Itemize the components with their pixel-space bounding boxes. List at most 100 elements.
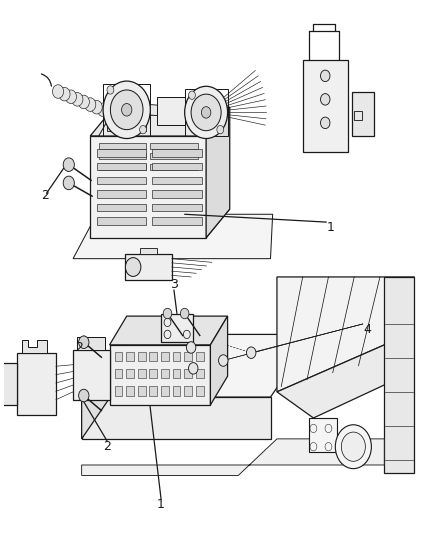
Bar [184,386,192,395]
Bar [196,369,204,378]
Polygon shape [110,316,228,345]
Bar [161,386,169,395]
Bar [185,89,228,136]
Circle shape [59,87,70,101]
Text: 2: 2 [76,341,83,354]
Circle shape [79,389,89,402]
Text: 4: 4 [363,322,371,336]
Bar [78,337,105,350]
Circle shape [63,176,74,190]
Circle shape [247,347,256,358]
Bar [97,190,146,198]
Circle shape [180,308,189,319]
Text: 1: 1 [157,498,165,511]
Circle shape [63,158,74,172]
Circle shape [163,308,172,319]
Polygon shape [81,334,314,397]
Polygon shape [81,397,271,439]
Circle shape [217,125,224,134]
Circle shape [321,70,330,82]
Bar [152,217,202,225]
Bar [354,111,362,120]
Polygon shape [277,277,414,392]
Circle shape [219,355,228,366]
Bar [138,352,145,361]
Bar [138,386,145,395]
Bar [103,84,150,136]
Bar [115,352,123,361]
Bar [149,369,157,378]
Bar [97,163,146,171]
Bar [97,176,146,184]
Bar [184,369,192,378]
Text: 3: 3 [170,278,178,291]
Bar [184,352,192,361]
Polygon shape [150,104,185,118]
Polygon shape [384,277,414,473]
Bar [99,153,146,159]
Bar [99,164,146,170]
Bar [107,118,146,131]
Circle shape [336,425,371,469]
Bar [152,163,202,171]
Circle shape [103,81,150,139]
Text: 2: 2 [41,190,49,203]
Circle shape [188,91,195,99]
Bar [126,386,134,395]
Bar [173,352,180,361]
Circle shape [187,342,196,353]
Bar [152,176,202,184]
Circle shape [107,86,114,94]
Circle shape [188,362,198,374]
Circle shape [53,85,64,98]
Circle shape [321,94,330,105]
Bar [352,92,374,136]
Bar [150,153,198,159]
Circle shape [321,117,330,128]
Circle shape [125,257,141,277]
Bar [115,369,123,378]
Polygon shape [90,107,230,136]
Circle shape [78,95,89,109]
Bar [97,149,146,157]
Bar [115,386,123,395]
Bar [303,60,348,151]
Polygon shape [210,316,228,405]
Polygon shape [90,209,230,238]
Bar [152,149,202,157]
Bar [126,352,134,361]
Bar [124,254,172,280]
Bar [309,418,337,452]
Bar [152,204,202,211]
Circle shape [122,103,132,116]
Polygon shape [73,214,272,259]
Bar [149,352,157,361]
Polygon shape [277,332,414,418]
Bar [97,217,146,225]
Polygon shape [81,439,384,475]
Bar [152,190,202,198]
Circle shape [185,86,228,139]
Polygon shape [90,136,206,238]
Circle shape [201,107,211,118]
Circle shape [85,98,96,111]
Bar [161,352,169,361]
Bar [126,369,134,378]
Bar [138,369,145,378]
Polygon shape [73,350,110,400]
Bar [173,369,180,378]
Bar [196,386,204,395]
Polygon shape [99,115,209,136]
Bar [150,143,198,149]
Bar [140,248,157,254]
Bar [99,143,146,149]
Circle shape [98,103,109,117]
Circle shape [79,336,89,349]
Circle shape [65,90,77,103]
Circle shape [91,100,102,114]
Polygon shape [110,345,210,405]
Bar [161,313,193,342]
Bar [161,369,169,378]
Bar [97,204,146,211]
Bar [149,386,157,395]
